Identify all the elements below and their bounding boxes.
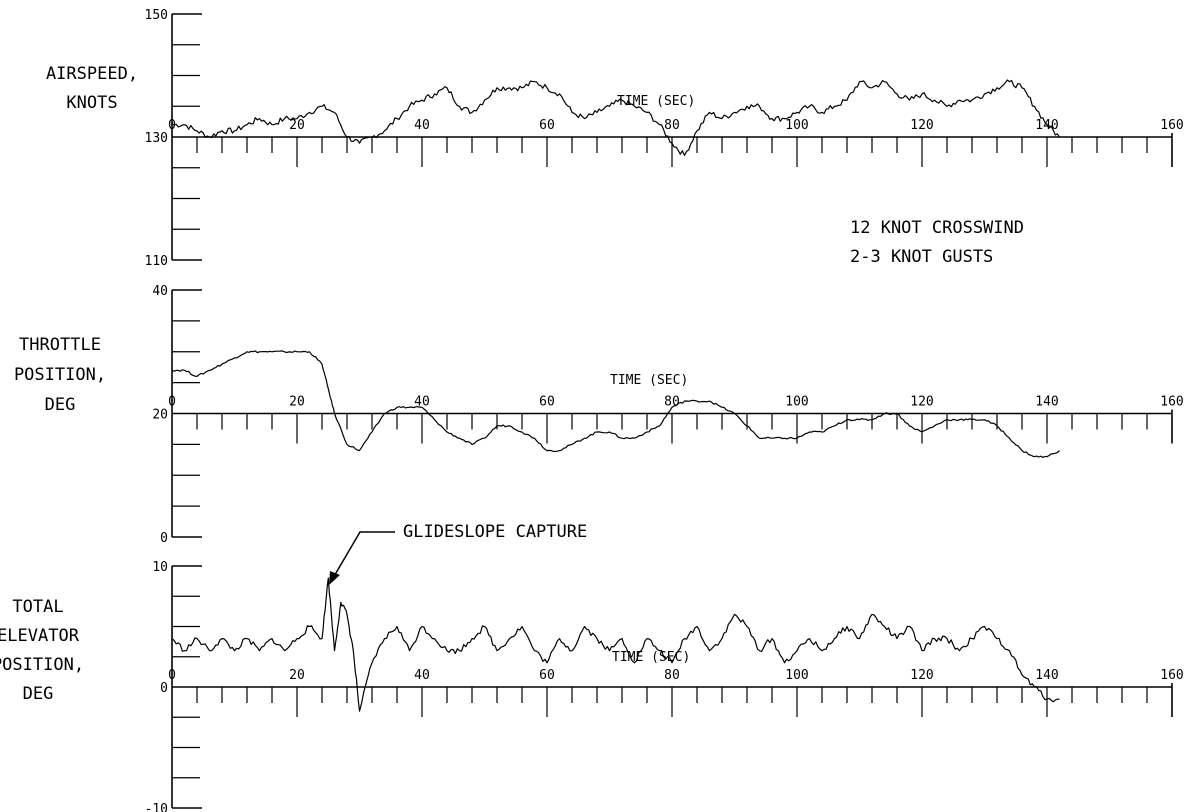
elevator-y-tick-label: -10 bbox=[145, 802, 168, 812]
throttle-x-tick-label: 100 bbox=[785, 395, 808, 410]
throttle-y-tick-label: 20 bbox=[152, 408, 168, 423]
elevator-x-tick-label: 160 bbox=[1160, 668, 1183, 683]
airspeed-series-line bbox=[171, 79, 1060, 156]
elevator-x-tick-label: 80 bbox=[664, 668, 680, 683]
airspeed-x-tick-label: 40 bbox=[414, 118, 430, 133]
airspeed-y-tick-label: 150 bbox=[145, 8, 168, 23]
glideslope-capture-label: GLIDESLOPE CAPTURE bbox=[403, 522, 587, 542]
gusts-note: 2-3 KNOT GUSTS bbox=[850, 247, 993, 267]
airspeed-x-tick-label: 100 bbox=[785, 118, 808, 133]
throttle-xlabel: TIME (SEC) bbox=[610, 373, 688, 388]
airspeed-x-tick-label: 160 bbox=[1160, 118, 1183, 133]
throttle-series-line bbox=[171, 350, 1060, 458]
airspeed-y-tick-label: 130 bbox=[145, 131, 168, 146]
airspeed-panel: AIRSPEED, KNOTS 150 130 110 20 40 60 80 100 120 1… bbox=[46, 8, 1184, 269]
elevator-x-tick-label: 100 bbox=[785, 668, 808, 683]
annotation-arrowhead bbox=[329, 571, 340, 585]
elevator-x-tick-label: 40 bbox=[414, 668, 430, 683]
elevator-x-tick-label: 140 bbox=[1035, 668, 1058, 683]
elevator-xlabel: TIME (SEC) bbox=[612, 650, 690, 665]
airspeed-ylabel-line-2: KNOTS bbox=[66, 93, 117, 113]
annotation-leader-line bbox=[332, 531, 395, 579]
elevator-x-origin-label: 0 bbox=[168, 668, 176, 683]
elevator-ylabel-line-3: POSITION, bbox=[0, 655, 84, 675]
elevator-ylabel-line-2: ELEVATOR bbox=[0, 626, 80, 646]
throttle-y-tick-label: 0 bbox=[160, 531, 168, 546]
crosswind-note: 12 KNOT CROSSWIND bbox=[850, 218, 1024, 238]
throttle-y-tick-label: 40 bbox=[152, 284, 168, 299]
elevator-ylabel-line-4: DEG bbox=[23, 684, 54, 704]
airspeed-x-tick-label: 80 bbox=[664, 118, 680, 133]
elevator-x-tick-label: 20 bbox=[289, 668, 305, 683]
elevator-y-tick-label: 0 bbox=[160, 681, 168, 696]
glideslope-annotation: GLIDESLOPE CAPTURE bbox=[329, 522, 587, 585]
airspeed-x-tick-label: 20 bbox=[289, 118, 305, 133]
airspeed-xlabel: TIME (SEC) bbox=[617, 94, 695, 109]
throttle-x-tick-label: 140 bbox=[1035, 395, 1058, 410]
airspeed-x-tick-label: 60 bbox=[539, 118, 555, 133]
elevator-y-tick-label: 10 bbox=[152, 560, 168, 575]
throttle-x-tick-label: 120 bbox=[910, 395, 933, 410]
airspeed-x-tick-label: 120 bbox=[910, 118, 933, 133]
elevator-x-tick-label: 120 bbox=[910, 668, 933, 683]
airspeed-x-origin-label: 0 bbox=[168, 118, 176, 133]
throttle-x-origin-label: 0 bbox=[168, 395, 176, 410]
elevator-ylabel-line-1: TOTAL bbox=[12, 597, 63, 617]
throttle-x-tick-label: 40 bbox=[414, 395, 430, 410]
elevator-series-line bbox=[171, 577, 1060, 712]
elevator-x-tick-label: 60 bbox=[539, 668, 555, 683]
throttle-x-tick-label: 60 bbox=[539, 395, 555, 410]
throttle-x-tick-label: 160 bbox=[1160, 395, 1183, 410]
airspeed-y-tick-label: 110 bbox=[145, 254, 168, 269]
throttle-ylabel-line-3: DEG bbox=[45, 395, 76, 415]
airspeed-ylabel-line-1: AIRSPEED, bbox=[46, 64, 138, 84]
throttle-ylabel-line-2: POSITION, bbox=[14, 365, 106, 385]
throttle-x-tick-label: 20 bbox=[289, 395, 305, 410]
throttle-ylabel-line-1: THROTTLE bbox=[19, 335, 101, 355]
